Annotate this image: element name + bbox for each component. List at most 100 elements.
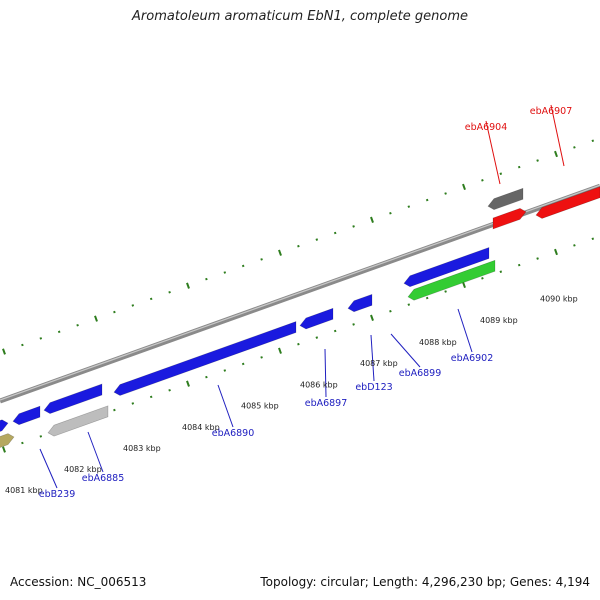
gene-label: ebA6904 xyxy=(465,122,508,133)
minor-tick xyxy=(573,244,576,247)
scale-label: 4081 kbp xyxy=(5,486,43,495)
scale-label: 4087 kbp xyxy=(360,359,398,368)
gene-label: ebA6890 xyxy=(212,428,255,439)
gene-labels: ebB239 ebA6885 ebA6890 ebA6897 ebD123 ebA6899… xyxy=(39,106,573,500)
minor-tick xyxy=(444,192,447,195)
minor-tick xyxy=(241,362,245,366)
gene-arrow xyxy=(12,405,41,426)
major-tick xyxy=(462,281,466,289)
minor-tick xyxy=(297,244,300,248)
major-tick xyxy=(370,314,374,321)
minor-tick xyxy=(315,336,319,339)
gene-arrow xyxy=(407,259,496,301)
gene-arrow xyxy=(0,433,15,448)
minor-tick xyxy=(481,277,484,280)
accession-label: Accession: NC_006513 xyxy=(10,575,147,589)
minor-tick xyxy=(113,310,116,314)
minor-tick xyxy=(76,323,79,327)
scale-labels: 4081 kbp 4082 kbp 4083 kbp 4084 kbp 4085 kbp… xyxy=(5,295,578,496)
scale-label: 4086 kbp xyxy=(300,381,338,390)
major-tick xyxy=(186,282,190,289)
minor-tick xyxy=(297,342,300,346)
gene-label: ebA6897 xyxy=(305,398,348,409)
major-tick xyxy=(94,315,98,322)
minor-tick xyxy=(425,198,429,202)
major-tick xyxy=(462,183,466,191)
major-tick xyxy=(278,249,282,256)
minor-tick xyxy=(517,263,521,267)
minor-tick xyxy=(223,271,227,274)
scale-label: 4088 kbp xyxy=(419,338,457,347)
label-pointer xyxy=(457,308,473,353)
minor-tick xyxy=(205,375,208,379)
minor-tick xyxy=(241,264,245,268)
minor-tick xyxy=(444,290,447,293)
minor-tick xyxy=(407,205,411,208)
major-tick xyxy=(186,380,190,387)
label-pointer xyxy=(324,348,327,398)
outer-tick-track xyxy=(2,139,595,355)
minor-tick xyxy=(205,277,208,281)
minor-tick xyxy=(389,211,392,215)
minor-tick xyxy=(591,139,595,143)
label-pointer xyxy=(390,333,421,368)
label-pointer xyxy=(39,448,58,489)
minor-tick xyxy=(57,330,61,334)
gene-arrow xyxy=(347,293,373,313)
minor-tick xyxy=(149,395,153,399)
major-tick xyxy=(2,348,6,355)
minor-tick xyxy=(113,408,116,412)
minor-tick xyxy=(333,329,337,333)
minor-tick xyxy=(149,297,153,301)
major-tick xyxy=(554,150,558,158)
major-tick xyxy=(2,446,6,453)
minor-tick xyxy=(499,270,503,273)
minor-tick xyxy=(499,172,503,175)
minor-tick xyxy=(21,441,24,445)
gene-arrow xyxy=(535,186,600,219)
minor-tick xyxy=(407,303,411,306)
scale-label: 4082 kbp xyxy=(64,465,102,474)
minor-tick xyxy=(168,291,171,294)
label-pointer xyxy=(87,431,104,473)
minor-tick xyxy=(573,146,576,149)
gene-label: ebA6902 xyxy=(451,353,494,364)
gene-label: ebB239 xyxy=(39,489,76,500)
gene-arrow xyxy=(43,383,103,414)
minor-tick xyxy=(39,435,43,438)
minor-tick xyxy=(333,231,337,235)
minor-tick xyxy=(131,402,135,405)
label-pointer xyxy=(485,120,501,185)
label-pointers xyxy=(39,104,565,489)
gene-arrow xyxy=(492,208,527,230)
minor-tick xyxy=(315,238,319,241)
minor-tick xyxy=(39,337,43,340)
major-tick xyxy=(278,347,282,354)
major-tick xyxy=(370,216,374,223)
genome-summary: Topology: circular; Length: 4,296,230 bp… xyxy=(260,575,590,589)
gene-arrow xyxy=(487,187,524,210)
scale-label: 4085 kbp xyxy=(241,402,279,411)
scale-label: 4089 kbp xyxy=(480,316,518,325)
label-pointer xyxy=(217,384,234,428)
minor-tick xyxy=(168,389,171,392)
minor-tick xyxy=(389,309,392,313)
minor-tick xyxy=(352,225,355,228)
gene-arrow xyxy=(47,405,109,437)
scale-label: 4090 kbp xyxy=(540,295,578,304)
minor-tick xyxy=(131,304,135,307)
minor-tick xyxy=(517,165,521,169)
minor-tick xyxy=(352,323,355,326)
gene-label: ebA6885 xyxy=(82,473,125,484)
gene-label: ebD123 xyxy=(355,382,392,393)
gene-arrow xyxy=(299,307,334,330)
gene-label: ebA6899 xyxy=(399,368,442,379)
minor-tick xyxy=(260,258,263,261)
minor-tick xyxy=(21,343,24,347)
label-pointer xyxy=(550,104,565,167)
scale-label: 4083 kbp xyxy=(123,444,161,453)
minor-tick xyxy=(591,237,595,241)
major-tick xyxy=(554,248,558,256)
label-pointer xyxy=(370,334,375,382)
